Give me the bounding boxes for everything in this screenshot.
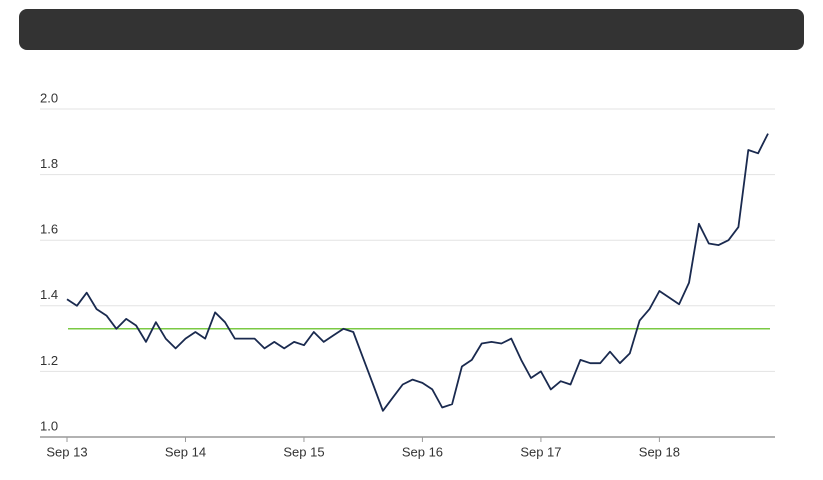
x-tick-label: Sep 13 [46,444,87,459]
y-tick-label: 1.0 [40,418,58,433]
y-tick-label: 1.8 [40,156,58,171]
y-tick-label: 1.6 [40,222,58,237]
x-tick-label: Sep 17 [520,444,561,459]
data-line [66,133,769,412]
y-tick-label: 2.0 [40,90,58,105]
x-tick-label: Sep 18 [639,444,680,459]
header-bar [19,9,804,50]
y-tick-label: 1.2 [40,353,58,368]
x-tick-label: Sep 16 [402,444,443,459]
x-tick-label: Sep 14 [165,444,206,459]
x-tick-label: Sep 15 [283,444,324,459]
y-tick-label: 1.4 [40,287,58,302]
